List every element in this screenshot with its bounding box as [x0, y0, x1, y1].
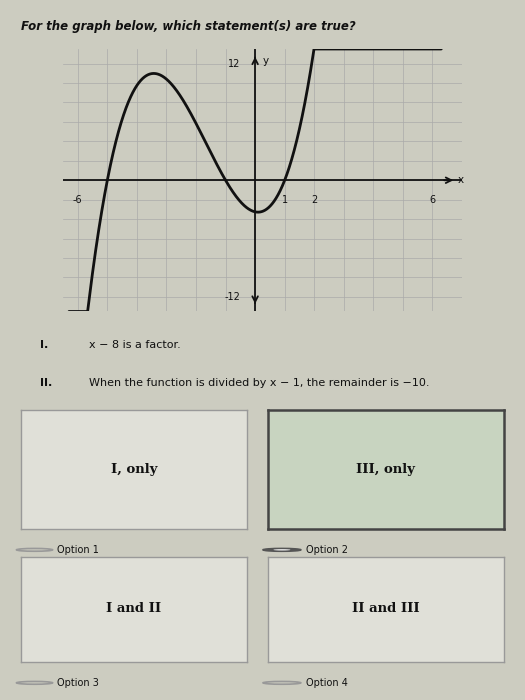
Text: -12: -12 [225, 292, 240, 302]
Text: Option 1: Option 1 [57, 545, 99, 555]
Text: 2: 2 [311, 195, 317, 205]
Text: y: y [262, 56, 269, 66]
Text: x + 1 is a factor.: x + 1 is a factor. [89, 416, 180, 427]
Text: For the graph below, which statement(s) are true?: For the graph below, which statement(s) … [21, 20, 356, 33]
Text: When the function is divided by x − 1, the remainder is −10.: When the function is divided by x − 1, t… [89, 378, 429, 388]
Text: Option 2: Option 2 [306, 545, 348, 555]
Text: III, only: III, only [356, 463, 415, 475]
Text: Option 3: Option 3 [57, 678, 99, 688]
Text: I and II: I and II [106, 603, 162, 615]
Text: I.: I. [40, 340, 49, 350]
Text: Option 4: Option 4 [306, 678, 348, 688]
Text: II and III: II and III [352, 603, 419, 615]
Text: I, only: I, only [111, 463, 157, 475]
Text: 6: 6 [429, 195, 436, 205]
Text: 1: 1 [281, 195, 288, 205]
Text: x: x [458, 175, 464, 186]
Text: III.: III. [40, 416, 57, 427]
Circle shape [263, 549, 301, 552]
Text: II.: II. [40, 378, 52, 388]
Text: 12: 12 [228, 59, 240, 69]
Text: -6: -6 [73, 195, 82, 205]
Text: x − 8 is a factor.: x − 8 is a factor. [89, 340, 181, 350]
